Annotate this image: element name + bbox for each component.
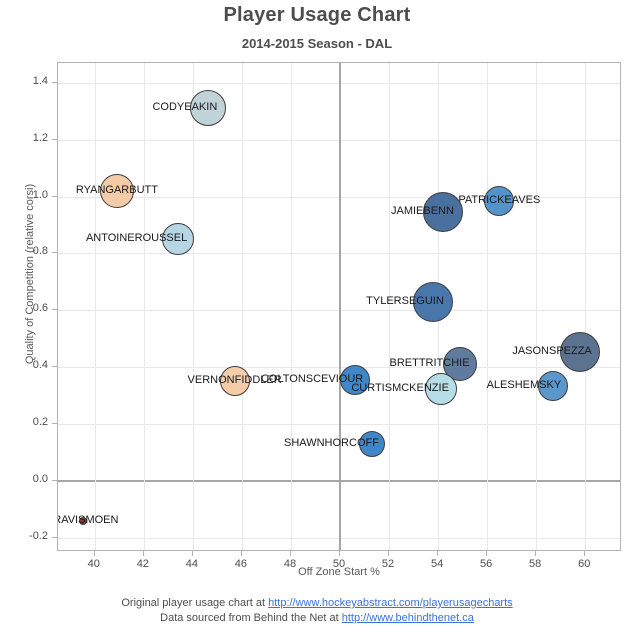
x-axis-tick [289,551,291,556]
x-axis-tick [535,551,537,556]
player-bubble[interactable] [339,364,370,395]
y-axis-tick [52,423,57,425]
player-label: SHAWNHORCOFF [284,436,379,449]
x-axis-tick-label: 48 [283,558,297,570]
x-axis-tick-label: 42 [136,558,149,570]
x-axis-tick [191,551,193,556]
gridline-vertical [536,63,538,550]
y-axis-tick [52,252,57,254]
player-label: JAMIEBENN [390,205,454,218]
y-axis-tick [52,195,57,197]
x-axis-tick-label: 50 [332,558,346,570]
player-label: COLTONSCEVIOUR [260,372,364,385]
x-axis-tick [486,551,488,556]
player-label: TYLERSEGUIN [366,294,444,307]
gridline-vertical [487,63,489,550]
footer-line-2: Data sourced from Behind the Net at http… [0,611,634,626]
x-axis-tick [584,551,586,556]
x-axis-title: Off Zone Start % [298,566,380,578]
y-axis-tick-label: 1.0 [32,188,48,201]
player-label: BRETTRITCHIE [389,357,470,370]
footer-line-1: Original player usage chart at http://ww… [0,596,634,611]
plot-area: CODYEAKIN RYANGARBUTT ANTOINEROUSSEL PATRIC… [57,62,621,551]
x-axis-tick-label: 46 [234,558,248,570]
x-axis-tick-label: 60 [578,558,591,570]
player-bubble[interactable] [424,372,457,405]
y-axis-tick-label: 1.4 [32,74,48,87]
y-axis-tick-label: 0.0 [32,472,48,485]
player-bubble[interactable] [538,370,569,401]
behindthenet-link[interactable]: http://www.behindthenet.ca [341,612,474,624]
player-bubble[interactable] [219,366,250,397]
x-axis-tick-label: 56 [480,558,493,570]
player-label: VERNONFIDDLER [187,374,282,387]
y-axis-tick [52,479,57,481]
x-axis-tick-label: 54 [430,558,444,570]
chart-subtitle: 2014-2015 Season - DAL [241,36,393,51]
x-axis-tick-label: 40 [87,558,100,570]
gridline-vertical [241,63,243,550]
gridline-vertical [192,63,194,550]
y-axis-tick [52,536,57,538]
x-axis-tick [339,551,340,556]
y-axis-tick [52,309,57,311]
player-bubble[interactable] [413,281,454,322]
player-label: PATRICKEAVES [458,193,541,206]
x-axis-tick-label: 52 [381,558,395,570]
page-title: Player Usage Chart [223,4,411,26]
x-axis-tick [388,551,390,556]
player-label: ANTOINEROUSSEL [85,232,188,245]
player-bubble[interactable] [78,516,87,525]
footer-line-2-text: Data sourced from Behind the Net at [160,612,342,624]
gridline-vertical [290,63,292,550]
x-axis-tick [93,551,95,556]
player-bubble[interactable] [162,223,195,256]
gridline-vertical [143,63,145,550]
player-bubble[interactable] [422,192,463,233]
x-axis-tick [437,551,439,556]
y-axis-tick-label: 0.6 [32,302,48,315]
gridline-vertical [389,63,391,550]
x-axis-tick [142,551,144,556]
y-axis-tick-label: 0.2 [32,416,48,429]
y-axis-tick [52,138,57,140]
reference-line-vertical [339,63,341,550]
x-axis-tick-label: 44 [185,558,198,570]
gridline-vertical [585,63,587,550]
player-bubble[interactable] [560,331,601,372]
y-axis-tick [52,366,57,368]
player-label: RYANGARBUTT [75,183,158,196]
y-axis-tick-label: 1.2 [32,131,48,144]
y-axis-tick-label: 0.4 [32,359,48,372]
hockeyabstract-link[interactable]: http://www.hockeyabstract.com/playerusag… [268,597,513,609]
player-bubble[interactable] [99,173,134,208]
player-label: JASONSPEZZA [512,344,592,357]
player-label: CURTISMCKENZIE [351,381,449,394]
gridline-vertical [94,63,96,550]
player-label: TRAVISMOEN [58,513,119,526]
player-bubble[interactable] [358,430,385,457]
x-axis-tick-label: 58 [529,558,542,570]
player-label: ALESHEMSKY [486,378,562,391]
x-axis-tick [240,551,242,556]
chart-footer: Original player usage chart at http://ww… [0,596,634,626]
player-bubble[interactable] [189,90,226,127]
y-axis-tick-label: 0.8 [32,245,48,258]
player-label: CODYEAKIN [152,101,218,114]
footer-line-1-text: Original player usage chart at [121,597,269,609]
y-axis-tick [52,81,57,83]
y-axis-tick-label: -0.2 [29,529,48,542]
player-bubble[interactable] [484,185,515,216]
